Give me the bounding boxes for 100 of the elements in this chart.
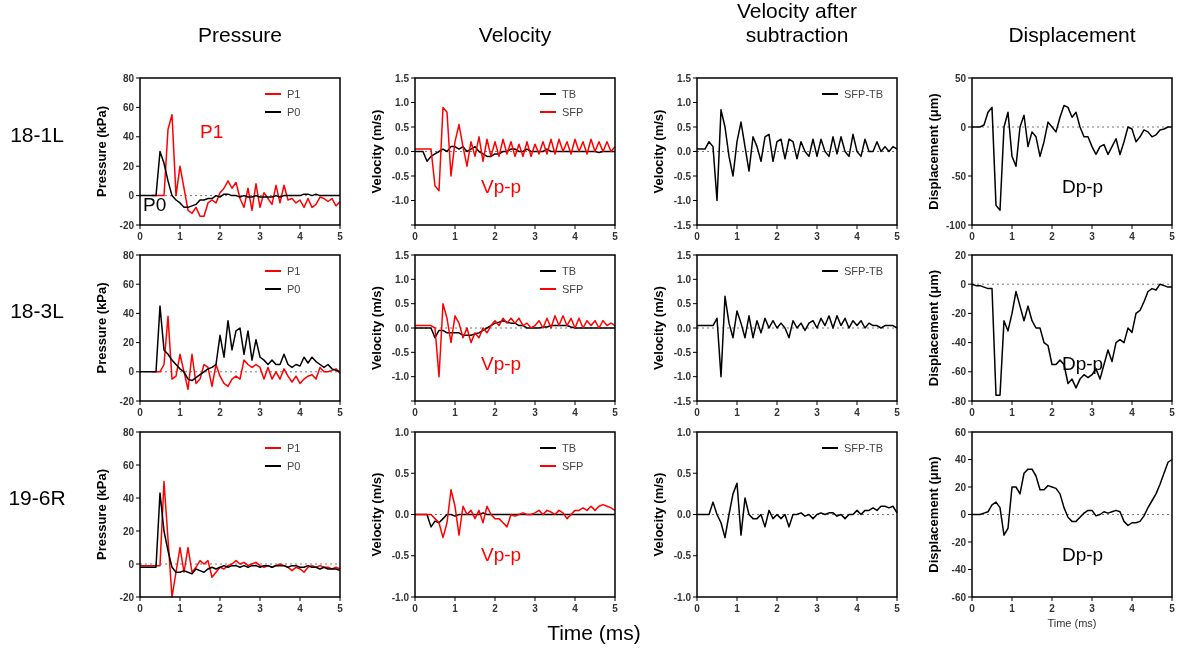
y-tick-label: 40 (122, 492, 135, 504)
y-tick-label: -20 (119, 591, 135, 603)
y-tick-label: -20 (119, 219, 135, 231)
y-tick-label: -40 (951, 564, 967, 575)
annotation: Dp-p (1062, 352, 1104, 374)
legend-label: P0 (287, 105, 301, 118)
legend-label: SFP (562, 282, 584, 295)
legend-label: P1 (287, 87, 301, 100)
x-tick-label: 4 (297, 231, 304, 242)
y-tick-label: 60 (954, 426, 967, 438)
y-tick-label: 0.5 (395, 298, 410, 310)
x-tick-label: 5 (612, 231, 619, 242)
y-tick-label: 0.5 (677, 467, 692, 479)
legend-label: SFP (562, 459, 584, 472)
y-tick-label: 1.0 (677, 97, 692, 108)
legend-label: P1 (287, 441, 301, 454)
legend-label: P0 (287, 459, 301, 472)
y-axis-title: Velocity (m/s) (651, 286, 666, 370)
y-tick-label: 0.5 (395, 121, 410, 133)
y-tick-label: 1.0 (395, 97, 410, 108)
x-tick-label: 3 (1089, 231, 1096, 242)
chart-title: Velocity (478, 23, 552, 46)
y-tick-label: -1.5 (673, 395, 692, 407)
x-tick-label: 1 (452, 603, 459, 614)
x-tick-label: 4 (297, 407, 304, 418)
x-tick-label: 2 (492, 407, 499, 418)
y-tick-label: 0 (960, 121, 967, 133)
x-tick-label: 3 (814, 407, 821, 418)
x-tick-label: 0 (969, 231, 976, 242)
x-tick-label: 4 (854, 603, 861, 614)
y-tick-label: -0.5 (673, 346, 692, 358)
x-tick-label: 5 (337, 407, 344, 418)
x-tick-label: 0 (137, 407, 144, 418)
x-tick-label: 0 (412, 231, 419, 242)
legend-label: P1 (287, 264, 301, 277)
x-tick-label: 2 (774, 407, 781, 418)
y-tick-label: -20 (951, 307, 967, 319)
x-tick-label: 1 (1009, 407, 1016, 418)
y-tick-label: 1.0 (395, 273, 410, 285)
y-axis-title: Displacement (μm) (926, 93, 941, 210)
y-tick-label: 1.0 (677, 273, 692, 285)
y-tick-label: 0.0 (395, 146, 410, 157)
legend-label: SFP (562, 105, 584, 118)
x-tick-label: 3 (532, 407, 539, 418)
y-tick-label: -20 (119, 395, 135, 407)
x-tick-label: 3 (1089, 603, 1096, 614)
y-axis-title: Displacement (μm) (926, 456, 941, 573)
legend-label: TB (562, 264, 577, 277)
x-tick-label: 3 (257, 407, 264, 418)
chart-title: Pressure (197, 23, 283, 46)
y-tick-label: 0 (128, 558, 135, 570)
x-tick-label: 2 (492, 603, 499, 614)
x-tick-label: 2 (1049, 231, 1056, 242)
y-tick-label: 0.5 (677, 298, 692, 310)
y-tick-label: 0 (128, 190, 135, 202)
y-tick-label: 1.0 (395, 426, 410, 438)
x-tick-label: 1 (177, 603, 184, 614)
y-tick-label: 1.5 (395, 249, 410, 261)
y-axis-title: Velocity (m/s) (369, 286, 384, 370)
legend-label: TB (562, 441, 577, 454)
y-tick-label: 1.5 (677, 249, 692, 261)
x-tick-label: 5 (612, 603, 619, 614)
x-tick-label: 1 (452, 407, 459, 418)
x-tick-label: 0 (969, 407, 976, 418)
legend-label: P0 (287, 282, 301, 295)
x-tick-label: 2 (492, 231, 499, 242)
x-tick-label: 1 (177, 407, 184, 418)
x-tick-label: 5 (337, 603, 344, 614)
x-tick-label: 5 (894, 603, 901, 614)
y-tick-label: 1.5 (677, 72, 692, 84)
y-tick-label: -50 (951, 170, 967, 182)
x-tick-label: 0 (694, 603, 701, 614)
x-tick-label: 0 (694, 407, 701, 418)
y-tick-label: 0 (960, 278, 967, 290)
annotation: P0 (143, 194, 167, 216)
text: 19-6R (8, 485, 66, 509)
y-tick-label: -1.0 (391, 195, 410, 206)
y-tick-label: 40 (122, 131, 135, 143)
y-axis-title: Pressure (kPa) (94, 282, 109, 374)
x-tick-label: 1 (1009, 603, 1016, 614)
legend-label: SFP-TB (844, 264, 884, 277)
x-tick-label: 2 (217, 231, 224, 242)
y-tick-label: 0 (960, 509, 967, 520)
x-tick-label: 5 (894, 231, 901, 242)
x-tick-label: 4 (572, 407, 579, 418)
x-tick-label: 2 (217, 603, 224, 614)
x-tick-label: 3 (257, 231, 264, 242)
legend-label: SFP-TB (844, 87, 884, 100)
y-axis-title: Velocity (m/s) (651, 109, 666, 194)
x-tick-label: 0 (137, 603, 144, 614)
y-tick-label: 80 (122, 72, 135, 84)
y-axis-title: Velocity (m/s) (369, 109, 384, 194)
y-tick-label: -20 (951, 536, 967, 548)
x-tick-label: 2 (1049, 407, 1056, 418)
y-tick-label: 50 (954, 72, 967, 84)
x-tick-label: 3 (814, 231, 821, 242)
y-tick-label: -1.0 (673, 195, 692, 206)
x-tick-label: 1 (177, 231, 184, 242)
y-tick-label: 60 (122, 459, 135, 471)
y-tick-label: 0.0 (677, 509, 692, 520)
